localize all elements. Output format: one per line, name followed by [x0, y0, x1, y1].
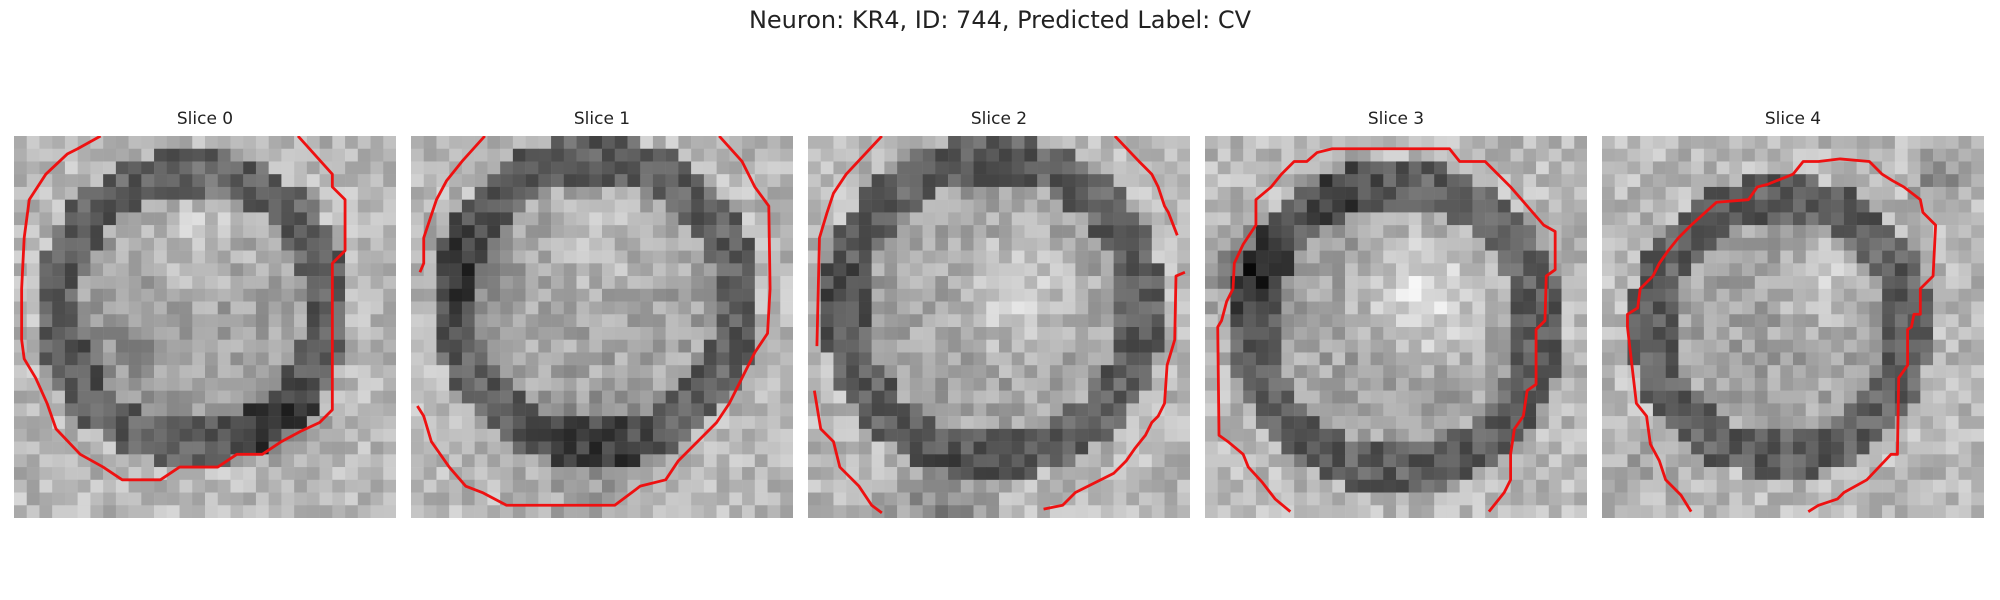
pixel-grid [1602, 136, 1984, 518]
contour-line [812, 390, 883, 515]
slice-title: Slice 3 [1367, 109, 1425, 129]
slice-title: Slice 2 [970, 109, 1028, 129]
figure-title: Neuron: KR4, ID: 744, Predicted Label: C… [748, 6, 1252, 34]
slice-panel-4: Slice 4 [1602, 108, 1984, 518]
slice-image [1602, 136, 1984, 518]
contour-line [1113, 136, 1179, 236]
contour-line [1216, 147, 1557, 513]
pixel-grid [1205, 136, 1587, 518]
slice-image [808, 136, 1190, 518]
pixel-grid [411, 136, 793, 518]
slice-image [1205, 136, 1587, 518]
slice-panel-3: Slice 3 [1205, 108, 1587, 518]
slice-panel-0: Slice 0 [14, 108, 396, 518]
contour-line [416, 136, 772, 507]
slice-title: Slice 0 [176, 109, 234, 129]
slice-panel-2: Slice 2 [808, 108, 1190, 518]
contour-line [1043, 270, 1186, 511]
slice-panel-1: Slice 1 [411, 108, 793, 518]
contour-line [20, 136, 347, 482]
slice-image [411, 136, 793, 518]
pixel-grid [808, 136, 1190, 518]
contour-line [1626, 157, 1938, 513]
slice-image [14, 136, 396, 518]
slice-title: Slice 4 [1764, 109, 1822, 129]
slice-title: Slice 1 [573, 109, 631, 129]
contour-line [815, 136, 883, 347]
pixel-grid [14, 136, 396, 518]
contour-line [418, 136, 486, 273]
